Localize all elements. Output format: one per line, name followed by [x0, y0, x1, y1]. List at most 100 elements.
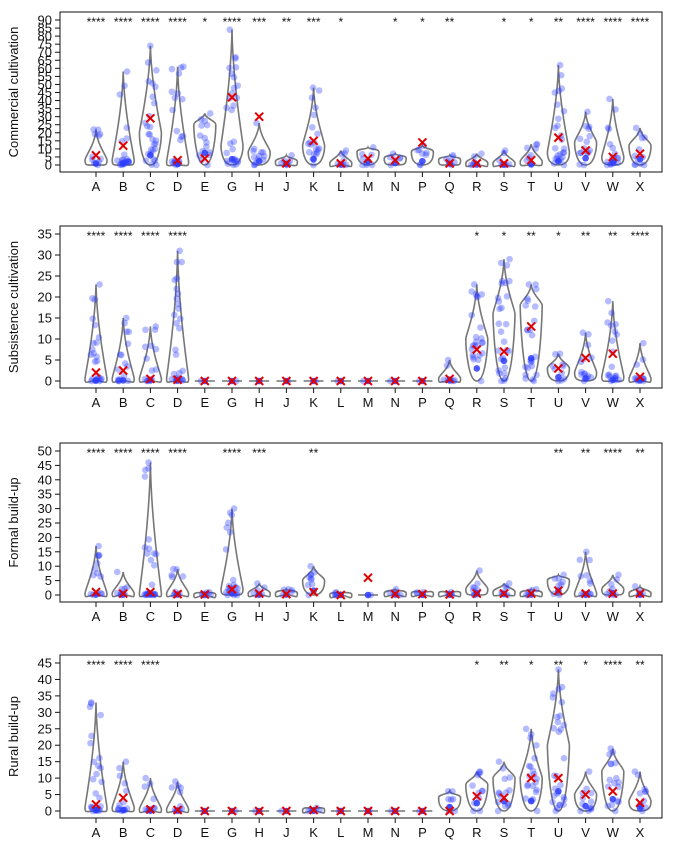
data-point	[123, 328, 130, 335]
mean-x-stroke	[308, 376, 319, 386]
data-point	[559, 578, 566, 586]
data-point	[123, 124, 131, 132]
mean-marker-K	[308, 376, 319, 386]
x-tick-label: S	[500, 179, 509, 194]
data-point	[174, 90, 182, 97]
x-tick-label: K	[309, 395, 318, 410]
mean-x-stroke	[91, 367, 101, 378]
x-tick-label: V	[581, 609, 590, 624]
x-tick-label: L	[337, 609, 344, 624]
mean-x-stroke	[635, 372, 645, 382]
data-point	[232, 64, 240, 71]
data-point	[152, 83, 159, 91]
mean-x-stroke	[308, 136, 319, 146]
data-point	[608, 309, 615, 317]
data-point	[148, 367, 156, 374]
data-point	[555, 728, 563, 736]
mean-x-stroke	[227, 584, 237, 594]
data-point	[117, 351, 125, 359]
data-point	[168, 375, 176, 383]
data-point	[558, 683, 566, 691]
data-point	[474, 771, 481, 779]
data-point	[445, 795, 452, 803]
mean-x-stroke	[200, 376, 210, 386]
mean-x-stroke	[227, 806, 237, 816]
data-point	[312, 145, 320, 153]
data-point	[311, 568, 318, 576]
data-point	[522, 375, 529, 382]
significance-label: ***	[307, 15, 321, 29]
data-point	[230, 102, 237, 109]
data-point	[92, 790, 100, 797]
mean-marker-U	[553, 132, 564, 143]
x-tick-label: D	[173, 395, 182, 410]
data-point	[179, 573, 187, 580]
significance-label: *	[583, 658, 588, 672]
data-point	[308, 580, 316, 588]
data-point	[506, 277, 513, 285]
mean-x-stroke	[635, 798, 645, 808]
y-tick-label: 10	[38, 141, 52, 156]
data-point	[223, 157, 231, 165]
data-point	[577, 807, 584, 815]
significance-label: ****	[168, 229, 187, 243]
data-point	[440, 376, 447, 384]
data-point	[232, 583, 239, 591]
mean-marker-K	[308, 805, 319, 815]
data-point	[579, 329, 587, 337]
mean-marker-K	[308, 587, 319, 597]
data-point	[151, 326, 159, 334]
y-tick-label: 35	[38, 227, 52, 242]
data-point	[96, 754, 103, 762]
data-point	[469, 584, 477, 591]
mean-x-stroke	[91, 799, 101, 810]
mean-marker-N	[390, 376, 400, 386]
data-point	[312, 151, 320, 158]
median-point	[147, 152, 154, 159]
violin-K	[301, 565, 326, 596]
data-point	[89, 294, 96, 302]
data-point	[615, 376, 623, 384]
data-point	[612, 320, 620, 328]
violin-C	[138, 45, 163, 166]
data-point	[533, 140, 541, 148]
x-tick-label: U	[554, 179, 563, 194]
median-point	[473, 365, 481, 372]
data-point	[113, 568, 121, 576]
y-tick-label: 20	[38, 530, 52, 545]
violin-T	[519, 728, 544, 812]
data-point	[173, 295, 181, 302]
data-point	[560, 754, 568, 762]
x-tick-label: W	[607, 825, 620, 840]
data-point	[555, 87, 563, 95]
mean-marker-G	[227, 376, 237, 386]
data-point	[551, 89, 559, 96]
data-point	[609, 748, 617, 756]
data-point	[611, 807, 619, 815]
data-point	[171, 94, 179, 102]
data-point	[606, 95, 613, 103]
data-point	[116, 772, 124, 780]
significance-label: **	[554, 446, 564, 460]
data-point	[114, 806, 122, 814]
mean-x-stroke	[363, 376, 373, 386]
y-tick-label: 85	[38, 21, 52, 36]
x-tick-label: M	[363, 179, 374, 194]
y-tick-label: 55	[38, 69, 52, 84]
violin-P	[410, 142, 435, 166]
y-tick-label: 75	[38, 37, 52, 52]
data-point	[234, 157, 242, 165]
data-point	[91, 321, 99, 329]
data-point	[555, 582, 563, 589]
mean-x-stroke	[417, 589, 428, 599]
mean-marker-A	[91, 799, 101, 810]
mean-marker-H	[254, 588, 264, 599]
data-point	[259, 149, 267, 156]
significance-label: ****	[576, 15, 595, 29]
data-point	[560, 571, 567, 579]
mean-x-stroke	[254, 806, 264, 816]
data-point	[609, 337, 616, 344]
data-point	[307, 571, 315, 579]
data-point	[608, 801, 616, 809]
